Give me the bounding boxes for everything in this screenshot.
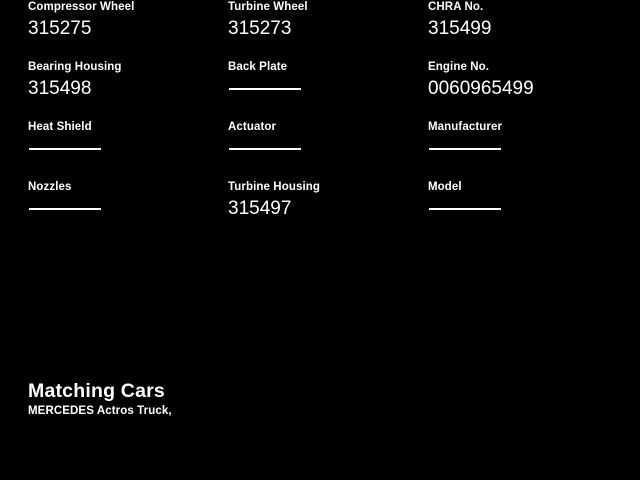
spec-field-turbine-wheel: Turbine Wheel 315273	[228, 0, 418, 41]
spec-value: 315498	[28, 78, 92, 99]
matching-cars-section: Matching Cars MERCEDES Actros Truck,	[28, 380, 588, 419]
spec-field-chra-no: CHRA No. 315499	[428, 0, 618, 41]
spec-value-empty-rule	[28, 137, 218, 161]
spec-label: Model	[428, 181, 462, 193]
spec-label: Engine No.	[428, 61, 490, 73]
spec-row: Heat Shield Actuator Manufacturer	[0, 120, 640, 180]
spec-field-back-plate: Back Plate	[228, 60, 418, 101]
spec-value: 0060965499	[428, 78, 534, 99]
spec-field-heat-shield: Heat Shield	[28, 120, 218, 161]
spec-label: Bearing Housing	[28, 61, 122, 73]
spec-label: Nozzles	[28, 181, 72, 193]
spec-row: Nozzles Turbine Housing 315497 Model	[0, 180, 640, 240]
matching-cars-list: MERCEDES Actros Truck,	[28, 405, 172, 417]
spec-value: 315275	[28, 18, 92, 39]
spec-value-empty-rule	[428, 197, 618, 221]
spec-value-empty-rule	[428, 137, 618, 161]
spec-field-manufacturer: Manufacturer	[428, 120, 618, 161]
spec-field-model: Model	[428, 180, 618, 221]
spec-label: Manufacturer	[428, 121, 503, 133]
spec-value: 315497	[228, 198, 292, 219]
spec-value-empty-rule	[228, 137, 418, 161]
spec-value-empty-rule	[28, 197, 218, 221]
spec-field-bearing-housing: Bearing Housing 315498	[28, 60, 218, 101]
spec-row: Compressor Wheel 315275 Turbine Wheel 31…	[0, 0, 640, 60]
spec-label: Turbine Housing	[228, 181, 321, 193]
spec-label: Turbine Wheel	[228, 1, 308, 13]
spec-row: Bearing Housing 315498 Back Plate Engine…	[0, 60, 640, 120]
spec-label: Back Plate	[228, 61, 288, 73]
spec-field-nozzles: Nozzles	[28, 180, 218, 221]
spec-label: Actuator	[228, 121, 277, 133]
spec-field-compressor-wheel: Compressor Wheel 315275	[28, 0, 218, 41]
matching-cars-title: Matching Cars	[28, 380, 165, 402]
spec-label: Compressor Wheel	[28, 1, 135, 13]
spec-field-turbine-housing: Turbine Housing 315497	[228, 180, 418, 221]
spec-label: Heat Shield	[28, 121, 92, 133]
specification-grid: Compressor Wheel 315275 Turbine Wheel 31…	[0, 0, 640, 240]
spec-value-empty-rule	[228, 77, 418, 101]
spec-value: 315499	[428, 18, 492, 39]
spec-label: CHRA No.	[428, 1, 484, 13]
spec-field-actuator: Actuator	[228, 120, 418, 161]
spec-value: 315273	[228, 18, 292, 39]
spec-field-engine-no: Engine No. 0060965499	[428, 60, 618, 101]
